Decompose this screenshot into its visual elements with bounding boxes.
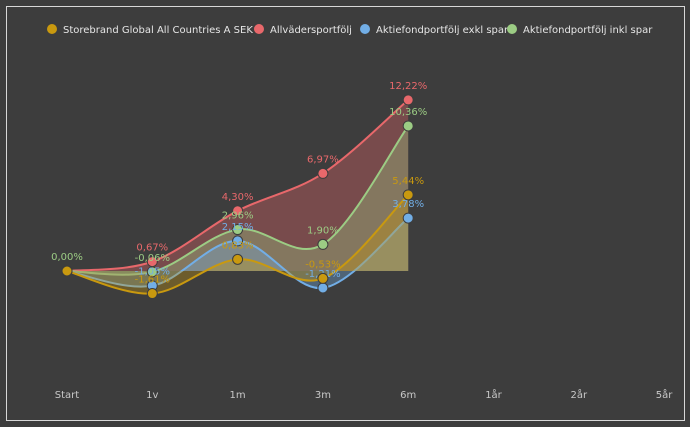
x-tick-label: 1m (230, 390, 246, 401)
x-tick-label: 3m (315, 390, 331, 401)
data-label: 0,83% (222, 240, 254, 251)
x-tick-label: 2år (570, 388, 587, 401)
data-label: 10,36% (389, 107, 427, 118)
x-tick-label: Start (55, 390, 80, 401)
data-point (402, 94, 414, 106)
x-tick-label: 1v (146, 390, 158, 401)
data-point (317, 238, 329, 250)
x-tick-label: 5år (656, 388, 673, 401)
data-label: 12,22% (389, 81, 427, 92)
data-point (232, 205, 244, 217)
data-label: -0,53% (305, 259, 340, 270)
data-point (61, 265, 73, 277)
data-label: 2,15% (222, 222, 254, 233)
legend-marker (254, 24, 264, 34)
data-label: 1,90% (307, 225, 339, 236)
legend-marker (360, 24, 370, 34)
data-label: 2,96% (222, 211, 254, 222)
data-point (232, 224, 244, 236)
data-point (146, 266, 158, 278)
legend-label: Allvädersportfölj (270, 25, 352, 36)
data-point (402, 212, 414, 224)
data-label: -0,06% (135, 253, 170, 264)
series-area (67, 99, 409, 271)
legend-label: Storebrand Global All Countries A SEK (63, 25, 253, 36)
x-tick-label: 6m (400, 390, 416, 401)
data-label: 3,78% (392, 199, 424, 210)
data-point (146, 288, 158, 300)
x-tick-label: 1år (485, 388, 502, 401)
data-point (317, 272, 329, 284)
series-area (67, 218, 409, 289)
series-line (66, 125, 410, 276)
legend-label: Aktiefondportfölj exkl spar (376, 25, 509, 36)
data-point (232, 253, 244, 265)
data-label: 6,97% (307, 154, 339, 165)
data-point (317, 282, 329, 294)
legend-marker (47, 24, 57, 34)
data-label: -1,61% (135, 275, 170, 286)
legend-label: Aktiefondportfölj inkl spar (523, 25, 653, 36)
data-point (232, 235, 244, 247)
frame (6, 6, 685, 421)
data-label: 4,30% (222, 192, 254, 203)
data-point (317, 167, 329, 179)
data-label: 0,67% (136, 243, 168, 254)
data-label: -1,05% (135, 267, 170, 278)
data-point (402, 120, 414, 132)
data-label: 5,44% (392, 176, 424, 187)
legend-marker (507, 24, 517, 34)
data-label: 0,00% (51, 252, 83, 263)
data-point (402, 189, 414, 201)
